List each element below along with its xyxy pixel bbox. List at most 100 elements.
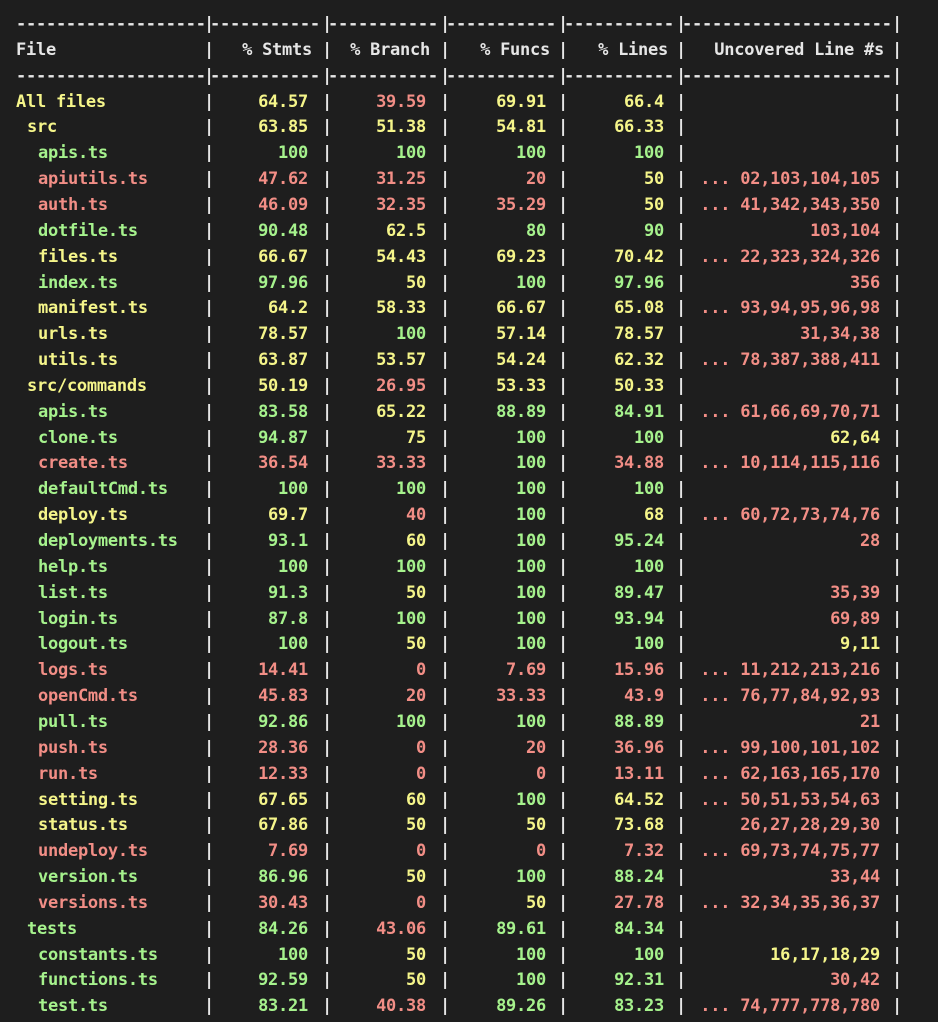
- column-separator: |: [322, 996, 332, 1017]
- column-separator: |: [558, 763, 568, 784]
- dash-segment: ----------------------------------------: [682, 14, 892, 34]
- dash-segment: ----------------------------------------: [328, 65, 440, 86]
- column-separator: |: [892, 737, 902, 758]
- column-separator: |: [204, 427, 214, 448]
- lines-cell: 13.11: [614, 763, 664, 784]
- file-name-cell: manifest.ts: [38, 298, 148, 319]
- table-row: status.ts 67.86 50 50 73.68 26,27,28,29,30 | | |…: [0, 814, 938, 836]
- column-separator: |: [676, 737, 686, 758]
- stmts-cell: 30.43: [258, 892, 308, 913]
- column-separator: |: [204, 686, 214, 707]
- column-separator: |: [440, 918, 450, 939]
- column-separator: |: [558, 117, 568, 138]
- column-separator: |: [558, 39, 568, 60]
- table-row: apiutils.ts 47.62 31.25 20 50 ... 02,103,104,…: [0, 168, 938, 190]
- file-name-cell: logs.ts: [38, 660, 108, 681]
- column-separator: |: [558, 427, 568, 448]
- column-separator: |: [558, 479, 568, 500]
- column-separator: |: [204, 401, 214, 422]
- uncovered-cell: 35,39: [830, 582, 880, 603]
- lines-cell: 50: [644, 194, 664, 215]
- file-name-cell: openCmd.ts: [38, 686, 138, 707]
- column-separator: |: [440, 711, 450, 732]
- branch-cell: 50: [406, 944, 426, 965]
- column-separator: |: [322, 711, 332, 732]
- column-separator: |: [892, 944, 902, 965]
- branch-cell: 26.95: [376, 375, 426, 396]
- column-separator: |: [892, 479, 902, 500]
- column-separator: |: [676, 841, 686, 862]
- column-separator: |: [558, 918, 568, 939]
- column-separator: |: [322, 918, 332, 939]
- column-separator: |: [440, 169, 450, 190]
- column-separator: |: [322, 427, 332, 448]
- table-row: logout.ts 100 50 100 100 9,11 | | | | | |: [0, 633, 938, 655]
- column-separator: |: [558, 815, 568, 836]
- uncovered-cell: ... 32,34,35,36,37: [700, 892, 880, 913]
- stmts-cell: 97.96: [258, 272, 308, 293]
- lines-cell: 62.32: [614, 350, 664, 371]
- column-separator: |: [204, 892, 214, 913]
- lines-cell: 73.68: [614, 815, 664, 836]
- dash-segment: ----------------------------------------: [564, 14, 676, 34]
- funcs-cell: 50: [526, 892, 546, 913]
- table-row: run.ts 12.33 0 0 13.11 ... 62,163,165,170 | | | |…: [0, 763, 938, 785]
- stmts-cell: 67.86: [258, 815, 308, 836]
- stmts-cell: 64.57: [258, 91, 308, 112]
- column-separator: |: [558, 65, 568, 86]
- branch-cell: 100: [396, 479, 426, 500]
- file-name-cell: login.ts: [38, 608, 118, 629]
- funcs-cell: 7.69: [506, 660, 546, 681]
- column-separator: |: [892, 918, 902, 939]
- column-separator: |: [892, 194, 902, 215]
- uncovered-cell: ... 61,66,69,70,71: [700, 401, 880, 422]
- stmts-cell: 100: [278, 556, 308, 577]
- uncovered-cell: [686, 116, 880, 138]
- file-name-cell: version.ts: [38, 867, 138, 888]
- column-separator: |: [322, 841, 332, 862]
- file-name-cell: tests: [27, 918, 77, 939]
- column-separator: |: [558, 14, 568, 34]
- stmts-cell: 36.54: [258, 453, 308, 474]
- lines-cell: 64.52: [614, 789, 664, 810]
- funcs-cell: 100: [516, 531, 546, 551]
- column-separator: |: [892, 14, 902, 34]
- lines-cell: 89.47: [614, 582, 664, 603]
- stmts-cell: 46.09: [258, 194, 308, 215]
- header-divider: -------------------- ----------- ---------…: [0, 65, 938, 87]
- lines-cell: 15.96: [614, 660, 664, 681]
- column-separator: |: [440, 737, 450, 758]
- top-divider: -------------------- ----------- ---------…: [0, 13, 938, 35]
- column-separator: |: [322, 39, 332, 60]
- column-separator: |: [440, 892, 450, 913]
- lines-cell: 83.23: [614, 996, 664, 1017]
- table-row: constants.ts 100 50 100 100 16,17,18,29 | | | | | |: [0, 944, 938, 966]
- column-separator: |: [558, 996, 568, 1017]
- column-separator: |: [558, 169, 568, 190]
- uncovered-cell: ... 99,100,101,102: [700, 737, 880, 758]
- column-separator: |: [322, 479, 332, 500]
- column-separator: |: [892, 91, 902, 112]
- column-separator: |: [204, 246, 214, 267]
- column-separator: |: [322, 350, 332, 371]
- column-separator: |: [440, 194, 450, 215]
- column-separator: |: [558, 841, 568, 862]
- table-row: files.ts 66.67 54.43 69.23 70.42 ... 22,323,3…: [0, 246, 938, 268]
- column-separator: |: [204, 737, 214, 758]
- column-separator: |: [440, 867, 450, 888]
- stmts-cell: 100: [278, 634, 308, 655]
- file-name-cell: status.ts: [38, 815, 128, 836]
- column-separator: |: [204, 970, 214, 991]
- branch-cell: 50: [406, 634, 426, 655]
- column-separator: |: [558, 582, 568, 603]
- column-separator: |: [440, 324, 450, 345]
- column-separator: |: [558, 711, 568, 732]
- column-separator: |: [676, 246, 686, 267]
- file-name-cell: deployments.ts: [38, 531, 178, 551]
- column-separator: |: [558, 737, 568, 758]
- branch-cell: 40.38: [376, 996, 426, 1017]
- column-separator: |: [892, 660, 902, 681]
- column-separator: |: [322, 246, 332, 267]
- column-separator: |: [322, 194, 332, 215]
- dash-segment: ----------------------------------------: [210, 14, 322, 34]
